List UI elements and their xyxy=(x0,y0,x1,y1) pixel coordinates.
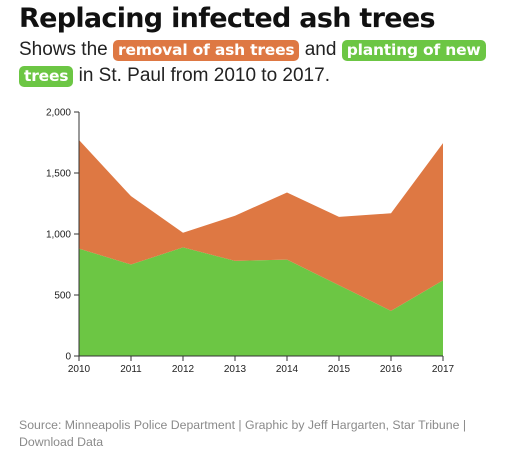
x-tick-label: 2010 xyxy=(68,364,91,375)
stacked-area-chart: 0 500 1,000 1,500 2,000 2010 2011 2012 2013 2014… xyxy=(46,108,455,376)
x-axis: 2010 2011 2012 2013 2014 2015 2016 2017 xyxy=(68,355,455,375)
removal-legend-label: removal of ash trees xyxy=(113,40,300,61)
x-tick-label: 2012 xyxy=(172,364,195,375)
subtitle-connector: and xyxy=(299,39,342,60)
subtitle-outro: in St. Paul from 2010 to 2017. xyxy=(73,65,330,86)
y-tick-label: 1,500 xyxy=(46,169,71,180)
source-credit: Source: Minneapolis Police Department | … xyxy=(19,418,467,432)
y-tick-label: 500 xyxy=(54,291,71,302)
x-tick-label: 2013 xyxy=(224,364,247,375)
x-tick-label: 2016 xyxy=(380,364,403,375)
subtitle-intro: Shows the xyxy=(19,39,113,60)
area-series-group xyxy=(79,140,443,356)
y-tick-label: 0 xyxy=(65,352,71,363)
planting-area xyxy=(79,247,443,356)
x-tick-label: 2014 xyxy=(276,364,299,375)
x-tick-label: 2015 xyxy=(328,364,351,375)
source-note: Source: Minneapolis Police Department | … xyxy=(19,417,505,451)
x-tick-label: 2017 xyxy=(432,364,455,375)
removal-area xyxy=(79,140,443,311)
download-data-link[interactable]: Download Data xyxy=(19,435,104,449)
chart-subtitle: Shows the removal of ash trees and plant… xyxy=(19,37,499,89)
x-tick-label: 2011 xyxy=(120,364,142,375)
y-axis: 0 500 1,000 1,500 2,000 xyxy=(46,108,80,363)
y-tick-label: 2,000 xyxy=(46,108,71,119)
chart-title: Replacing infected ash trees xyxy=(19,3,436,34)
y-tick-label: 1,000 xyxy=(46,230,71,241)
